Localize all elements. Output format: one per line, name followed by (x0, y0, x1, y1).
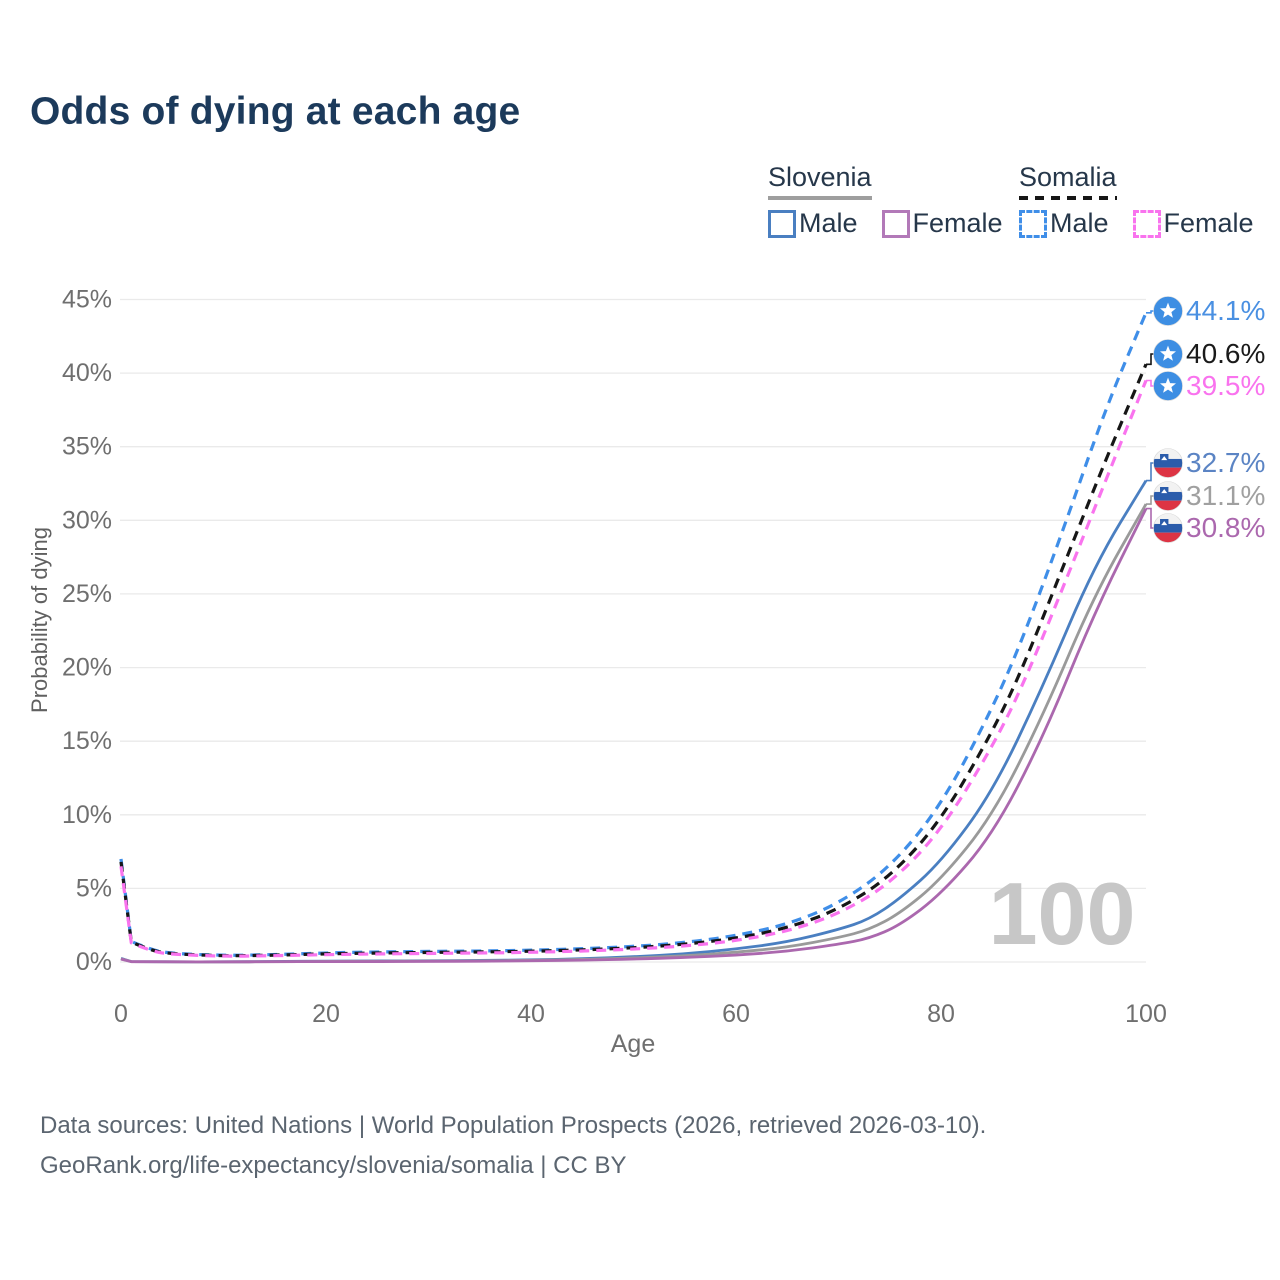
legend-country-slovenia: Slovenia (768, 162, 872, 200)
legend-group-slovenia: Slovenia Male Female (768, 162, 1003, 239)
data-sources-footer: Data sources: United Nations | World Pop… (40, 1106, 986, 1186)
somalia-male-swatch (1019, 209, 1047, 238)
footer-line-sources: Data sources: United Nations | World Pop… (40, 1112, 987, 1139)
footer-line-attribution: GeoRank.org/life-expectancy/slovenia/som… (40, 1152, 627, 1179)
x-tick-label: 80 (927, 1000, 955, 1028)
end-label-group-somalia-male: 44.1% (1153, 295, 1265, 326)
end-label-connector-somalia-male (1146, 310, 1154, 314)
end-label-somalia-male: 44.1% (1186, 295, 1265, 326)
series-line-somalia-male (119, 312, 1148, 957)
page-title: Odds of dying at each age (30, 90, 521, 133)
end-label-somalia-both: 40.6% (1186, 338, 1265, 369)
legend-item-slovenia-female[interactable]: Female (881, 208, 1003, 239)
series-line-slovenia-female (120, 507, 1148, 964)
end-label-group-slovenia-male: 32.7% (1153, 447, 1265, 478)
somalia-star (1160, 302, 1176, 318)
legend-label: Male (799, 208, 858, 238)
legend-items-somalia: Male Female (1019, 208, 1254, 239)
end-label-group-somalia-both: 40.6% (1153, 338, 1265, 369)
end-label-connector-slovenia-male (1146, 462, 1154, 482)
legend-group-somalia: Somalia Male Female (1019, 162, 1254, 239)
legend: Slovenia Male Female Somalia (0, 162, 1280, 242)
end-label-connector-somalia-both (1146, 353, 1154, 366)
somalia-female-swatch (1132, 209, 1161, 238)
y-tick-label: 40% (62, 359, 112, 387)
legend-label: Female (1163, 208, 1254, 238)
end-label-slovenia-female: 30.8% (1186, 512, 1265, 543)
legend-country-label: Slovenia (768, 162, 872, 192)
legend-label: Female (912, 208, 1003, 238)
end-label-group-slovenia-female: 30.8% (1153, 512, 1265, 543)
legend-item-slovenia-male[interactable]: Male (768, 208, 858, 239)
legend-item-somalia-male[interactable]: Male (1019, 208, 1109, 239)
y-tick-label: 0% (76, 948, 112, 976)
end-label-connector-slovenia-female (1146, 507, 1154, 529)
end-label-connector-slovenia-both (1146, 495, 1154, 505)
y-tick-label: 5% (76, 874, 112, 902)
end-label-slovenia-male: 32.7% (1186, 447, 1265, 478)
legend-country-somalia: Somalia (1019, 162, 1117, 200)
somalia-star (1160, 377, 1176, 393)
end-label-group-somalia-female: 39.5% (1153, 370, 1265, 401)
end-label-connector-somalia-female (1146, 379, 1154, 387)
y-tick-label: 10% (62, 801, 112, 829)
y-tick-label: 30% (62, 506, 112, 534)
legend-item-somalia-female[interactable]: Female (1132, 208, 1254, 239)
y-tick-label: 45% (62, 286, 112, 314)
slovenia-female-swatch (881, 209, 910, 238)
legend-items-slovenia: Male Female (768, 208, 1003, 239)
x-tick-label: 0 (114, 1000, 128, 1028)
series-line-somalia-female (119, 379, 1148, 958)
slovenia-line-sample (768, 196, 872, 200)
somalia-line-sample (1019, 196, 1117, 200)
legend-country-label: Somalia (1019, 162, 1117, 192)
x-tick-label: 40 (517, 1000, 545, 1028)
y-axis-label: Probability of dying (27, 527, 52, 713)
y-tick-label: 25% (62, 580, 112, 608)
slovenia-flag-icon (1153, 513, 1183, 543)
y-tick-label: 20% (62, 654, 112, 682)
slovenia-flag-icon (1153, 448, 1183, 478)
watermark-text: 100 (989, 864, 1136, 963)
end-label-somalia-female: 39.5% (1186, 370, 1265, 401)
slovenia-male-swatch (768, 209, 796, 238)
x-tick-label: 60 (722, 1000, 750, 1028)
end-label-slovenia-both: 31.1% (1186, 480, 1265, 511)
series-line-somalia-both (119, 363, 1148, 958)
y-tick-label: 15% (62, 727, 112, 755)
end-label-group-slovenia-both: 31.1% (1153, 480, 1265, 511)
somalia-star (1160, 345, 1176, 361)
x-axis-label: Age (611, 1030, 655, 1058)
slovenia-flag-icon (1153, 481, 1183, 511)
x-tick-label: 20 (312, 1000, 340, 1028)
x-tick-label: 100 (1125, 1000, 1167, 1028)
y-tick-label: 35% (62, 433, 112, 461)
legend-label: Male (1050, 208, 1109, 238)
